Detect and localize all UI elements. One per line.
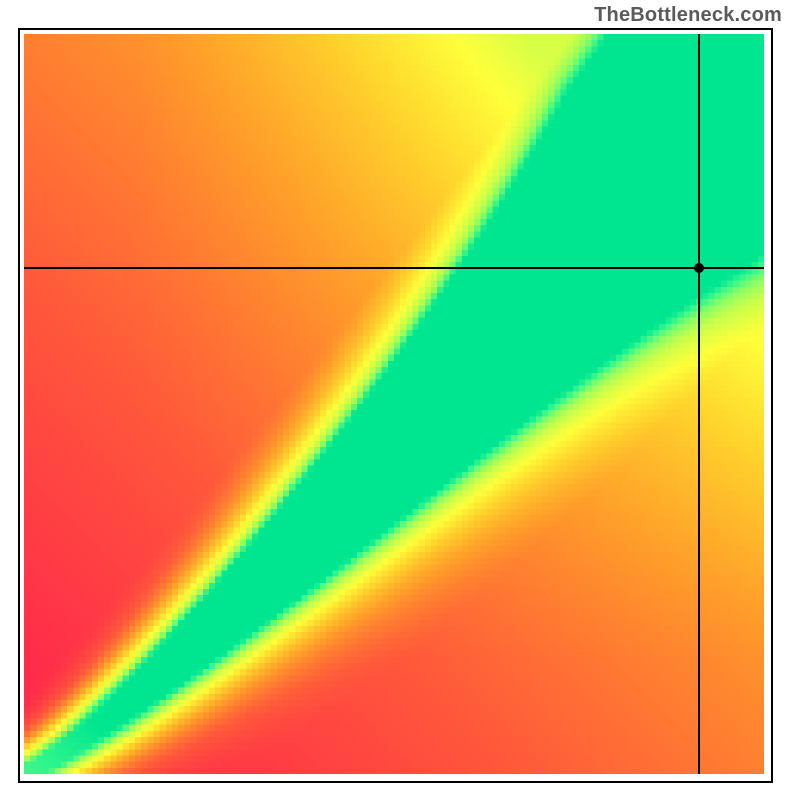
- plot-frame: [18, 28, 773, 783]
- crosshair-marker[interactable]: [694, 263, 704, 273]
- crosshair-horizontal: [24, 267, 764, 269]
- crosshair-vertical: [698, 34, 700, 774]
- watermark-text: TheBottleneck.com: [594, 4, 782, 27]
